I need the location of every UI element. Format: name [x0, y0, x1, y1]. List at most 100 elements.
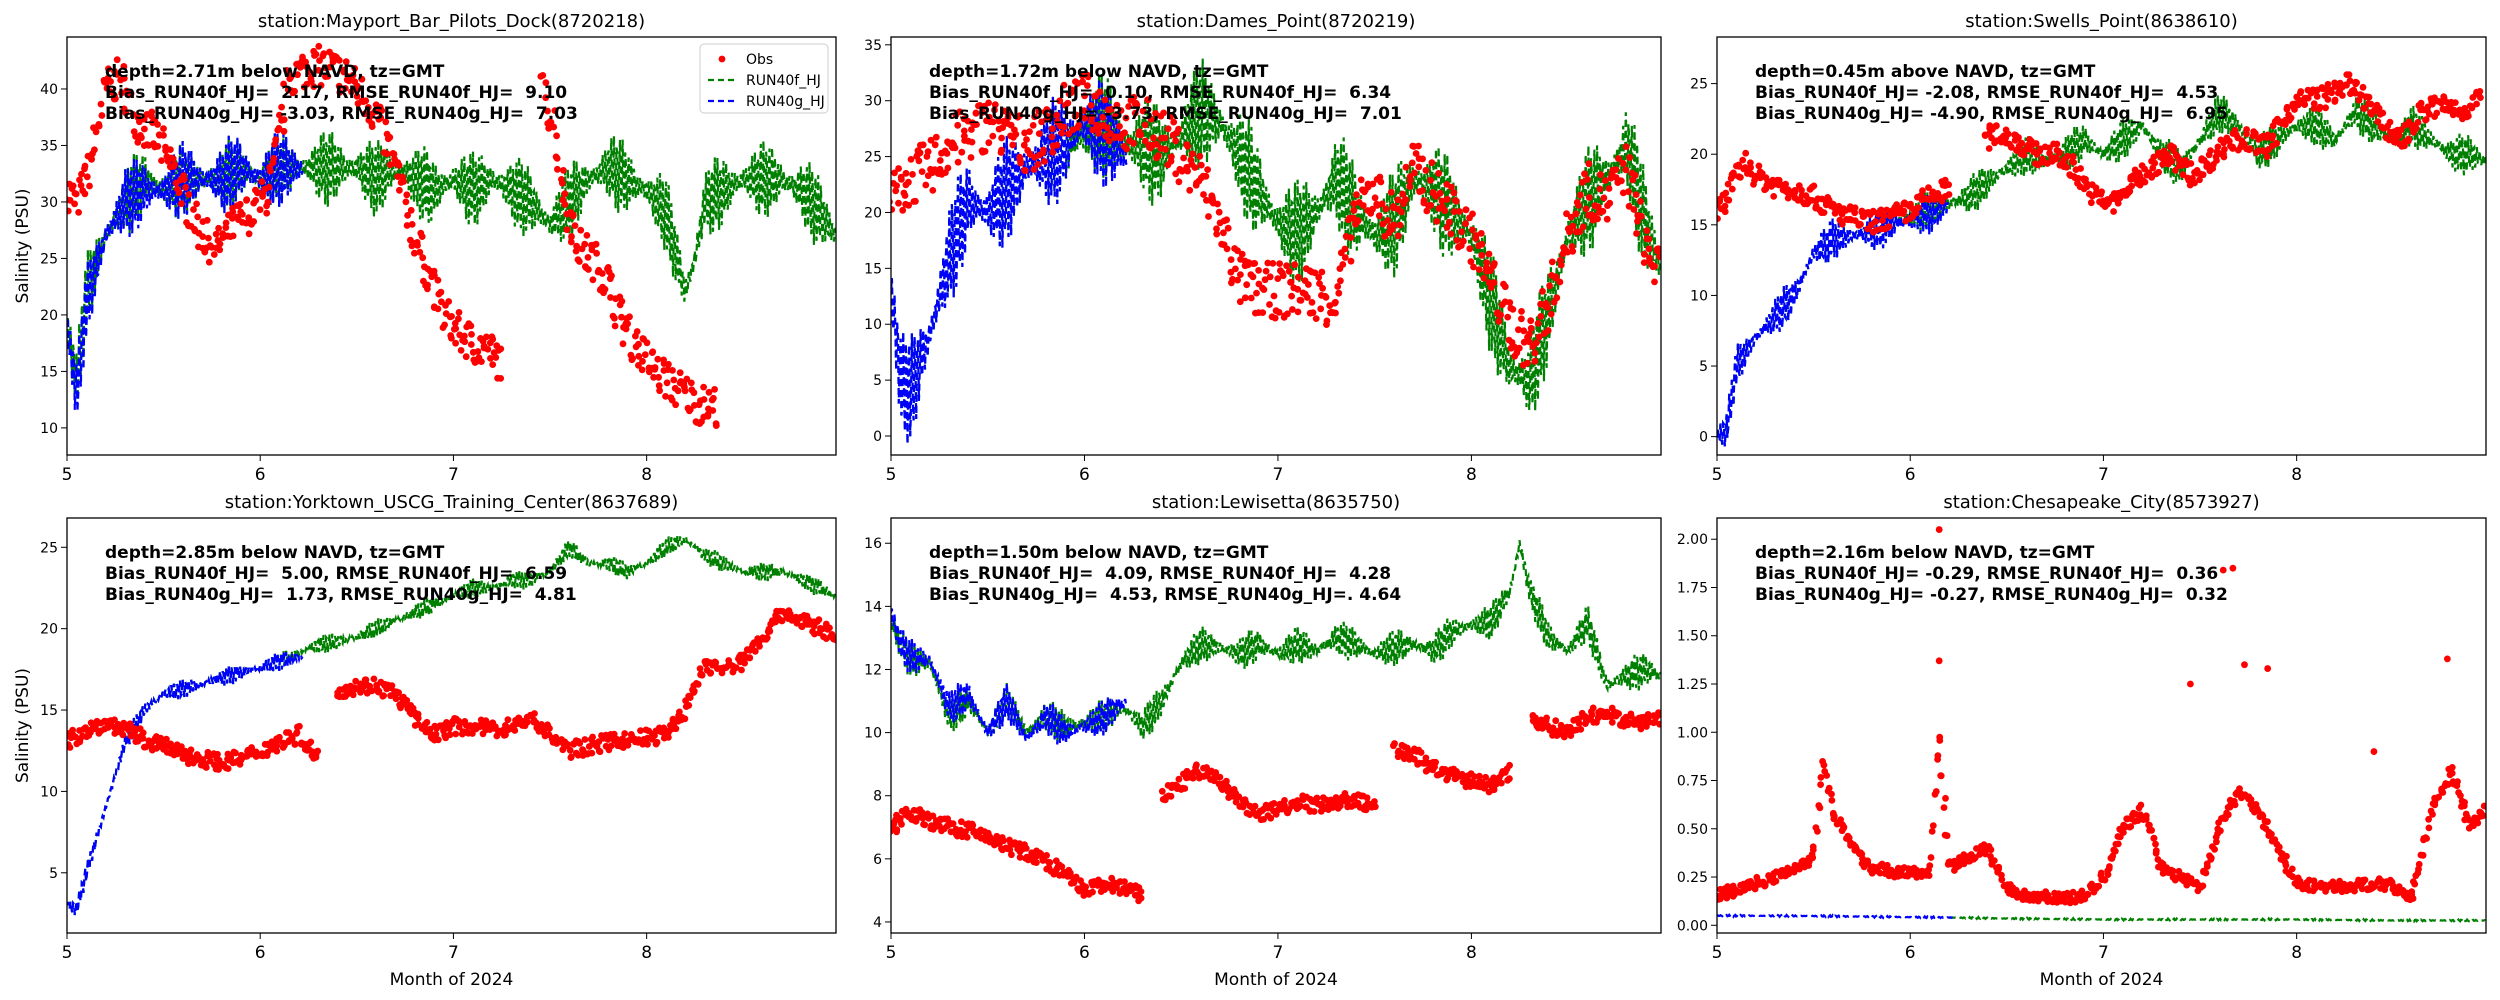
obs-point	[2220, 815, 2228, 822]
obs-point	[2264, 665, 2272, 672]
obs-point	[1369, 180, 1377, 188]
obs-point	[898, 820, 905, 828]
obs-point	[1332, 309, 1339, 317]
obs-point	[315, 42, 323, 50]
obs-point	[1270, 292, 1278, 300]
obs-point	[276, 733, 283, 741]
obs-point	[236, 200, 244, 208]
obs-point	[455, 309, 463, 316]
obs-point	[2440, 93, 2448, 100]
obs-point	[492, 354, 500, 361]
obs-point	[1819, 758, 1826, 765]
obs-point	[932, 133, 940, 141]
obs-point	[1053, 141, 1061, 149]
obs-point	[1332, 298, 1339, 306]
obs-point	[229, 208, 237, 216]
obs-point	[700, 383, 707, 391]
obs-point	[489, 335, 497, 343]
obs-point	[1526, 330, 1533, 338]
obs-point	[2179, 171, 2187, 179]
obs-point	[1504, 313, 1512, 321]
obs-point	[272, 136, 280, 144]
obs-point	[1412, 150, 1420, 157]
obs-point	[1490, 279, 1498, 287]
obs-point	[2476, 88, 2484, 95]
obs-point	[2099, 875, 2107, 883]
panel-1: 5 6 7 8 10 15 20 25 30 35 40 station:Mayport_Bar_Pi…	[13, 11, 837, 485]
obs-point	[912, 197, 919, 205]
obs-point	[984, 829, 992, 837]
obs-point	[741, 659, 748, 667]
obs-point	[1249, 273, 1257, 281]
obs-point	[712, 420, 720, 427]
obs-point	[1543, 714, 1550, 722]
obs-point	[1030, 166, 1038, 173]
obs-point	[431, 272, 438, 279]
obs-point	[299, 53, 306, 61]
obs-point	[2120, 829, 2127, 836]
obs-point	[1313, 794, 1321, 802]
line-run40g-hj	[67, 651, 304, 916]
obs-point	[1007, 121, 1015, 129]
obs-point	[1137, 131, 1145, 139]
obs-point	[1073, 111, 1080, 119]
obs-point	[1926, 862, 1934, 869]
obs-point	[1651, 263, 1658, 270]
line-run40g-hj	[1717, 912, 1953, 921]
obs-point	[568, 233, 575, 240]
obs-point	[1589, 704, 1597, 712]
obs-point	[2345, 71, 2353, 79]
obs-point	[280, 127, 288, 135]
x-tick-label: 5	[1712, 943, 1723, 963]
obs-point	[1234, 247, 1241, 255]
legend-marker-obs	[718, 55, 726, 63]
plot-area	[1717, 71, 2486, 447]
obs-point	[214, 750, 221, 758]
series-run40g-hj	[67, 133, 304, 412]
obs-point	[303, 63, 311, 71]
obs-point	[1478, 240, 1486, 248]
obs-point	[2170, 144, 2178, 151]
obs-point	[250, 218, 258, 225]
obs-point	[1038, 118, 1045, 126]
obs-point	[1341, 790, 1349, 797]
y-tick-label: 2.00	[1677, 532, 1708, 548]
obs-point	[1034, 161, 1042, 168]
obs-point	[2283, 105, 2291, 113]
obs-point	[2007, 143, 2015, 151]
obs-point	[445, 298, 453, 305]
obs-point	[922, 181, 930, 189]
obs-point	[256, 206, 264, 214]
obs-point	[1130, 139, 1137, 147]
obs-point	[1717, 215, 1721, 222]
obs-point	[1883, 861, 1891, 869]
obs-point	[2304, 94, 2312, 102]
obs-point	[607, 294, 614, 301]
obs-point	[1200, 191, 1207, 198]
y-tick-label: 14	[864, 599, 882, 615]
obs-point	[2056, 149, 2064, 157]
obs-point	[362, 97, 370, 105]
obs-point	[1809, 854, 1817, 862]
obs-point	[683, 375, 691, 383]
obs-point	[2151, 159, 2159, 167]
obs-point	[296, 64, 304, 71]
obs-point	[1423, 207, 1431, 215]
obs-point	[600, 289, 607, 297]
obs-point	[1907, 200, 1914, 208]
obs-point	[1170, 118, 1178, 126]
obs-point	[1234, 276, 1241, 284]
obs-point	[524, 718, 531, 726]
obs-point	[2370, 748, 2378, 755]
obs-point	[2203, 863, 2211, 870]
y-tick-label: 10	[40, 421, 58, 437]
obs-point	[141, 125, 148, 133]
obs-point	[1405, 747, 1412, 755]
x-tick-label: 6	[1905, 943, 1916, 963]
obs-point	[191, 225, 198, 233]
obs-point	[1056, 97, 1064, 105]
obs-point	[287, 73, 295, 81]
obs-point	[968, 138, 976, 146]
obs-point	[2263, 153, 2271, 161]
obs-point	[1634, 217, 1641, 225]
